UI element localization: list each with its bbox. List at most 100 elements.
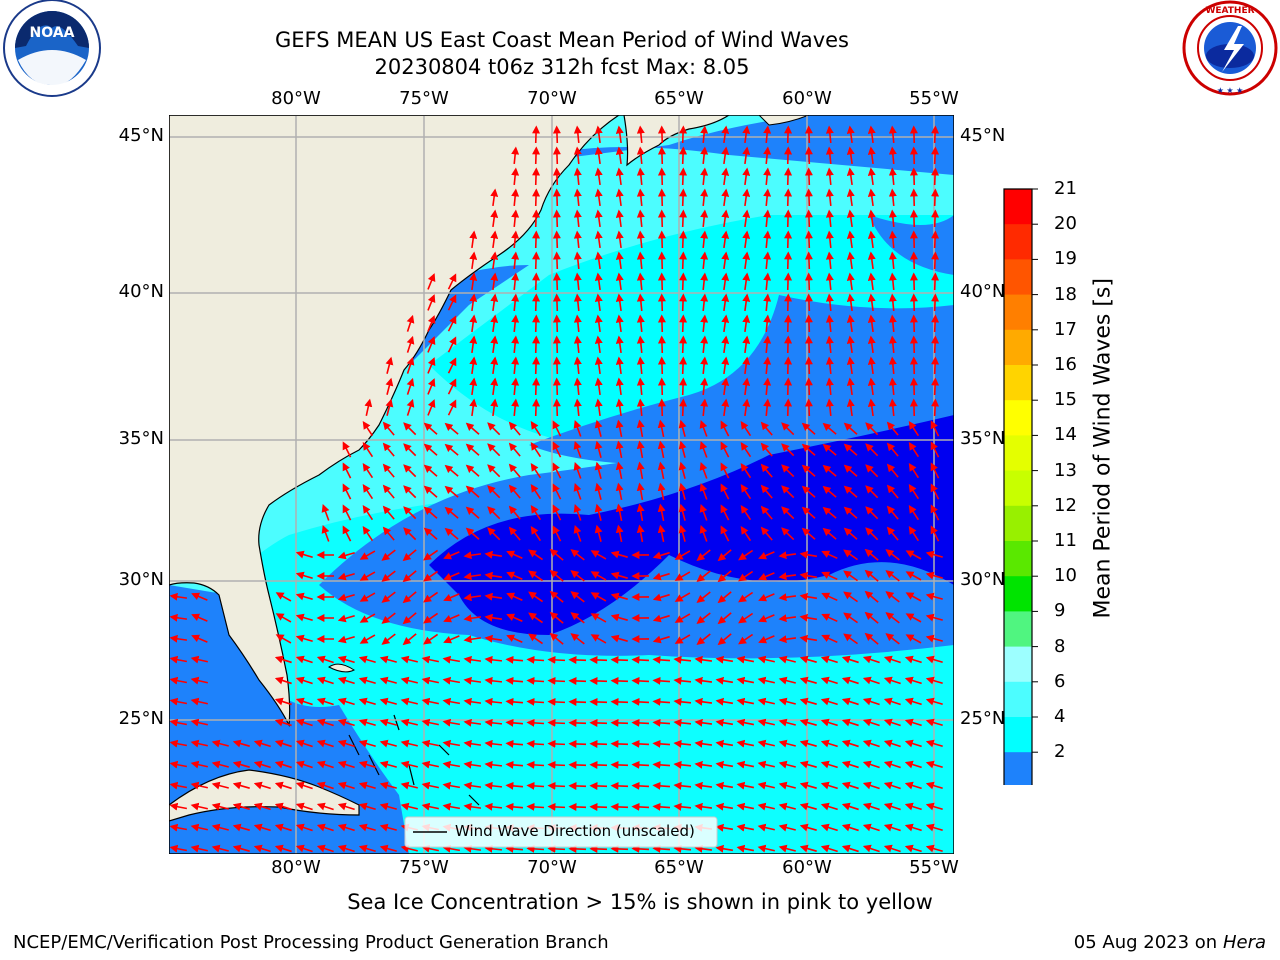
wave-direction-arrow bbox=[867, 314, 876, 333]
wave-direction-arrow bbox=[843, 443, 858, 456]
wave-direction-arrow bbox=[673, 718, 692, 727]
wave-direction-arrow bbox=[465, 422, 480, 435]
wave-direction-arrow bbox=[763, 230, 772, 249]
wave-direction-arrow bbox=[484, 760, 503, 769]
wave-direction-arrow bbox=[888, 230, 897, 249]
wave-direction-arrow bbox=[758, 614, 775, 623]
wave-direction-arrow bbox=[444, 464, 459, 477]
wave-direction-arrow bbox=[594, 272, 603, 291]
wave-direction-arrow bbox=[295, 676, 313, 685]
wave-direction-arrow bbox=[589, 781, 608, 790]
wave-direction-arrow bbox=[679, 167, 688, 186]
wave-direction-arrow bbox=[636, 188, 645, 207]
wave-direction-arrow bbox=[736, 823, 755, 832]
wave-direction-arrow bbox=[337, 697, 355, 706]
wave-direction-arrow bbox=[720, 441, 730, 458]
wave-direction-arrow bbox=[799, 781, 817, 790]
wave-direction-arrow bbox=[443, 572, 460, 581]
wave-direction-arrow bbox=[758, 593, 775, 602]
wave-direction-arrow bbox=[904, 802, 922, 811]
wave-direction-arrow bbox=[447, 357, 457, 374]
wave-direction-arrow bbox=[316, 823, 334, 832]
wave-direction-arrow bbox=[490, 377, 499, 396]
wave-direction-arrow bbox=[763, 272, 772, 291]
wave-direction-arrow bbox=[615, 461, 624, 480]
wave-direction-arrow bbox=[720, 462, 730, 479]
wave-direction-arrow bbox=[763, 398, 772, 417]
wave-direction-arrow bbox=[636, 230, 645, 249]
wave-direction-arrow bbox=[717, 591, 732, 604]
wave-direction-arrow bbox=[573, 461, 582, 479]
colorbar-tick-label: 16 bbox=[1054, 354, 1077, 375]
wave-direction-arrow bbox=[337, 572, 355, 581]
wave-direction-arrow bbox=[931, 272, 940, 291]
wave-direction-arrow bbox=[443, 614, 460, 623]
wave-direction-arrow bbox=[931, 230, 940, 249]
wave-direction-arrow bbox=[505, 718, 524, 727]
wave-direction-arrow bbox=[526, 676, 545, 685]
wave-direction-arrow bbox=[778, 739, 796, 748]
wave-direction-arrow bbox=[799, 697, 817, 706]
wave-direction-arrow bbox=[778, 697, 796, 706]
wave-direction-arrow bbox=[275, 613, 292, 623]
wave-direction-arrow bbox=[530, 441, 542, 458]
wave-direction-arrow bbox=[864, 590, 879, 603]
wave-direction-arrow bbox=[740, 463, 752, 479]
wave-direction-arrow bbox=[657, 482, 666, 501]
wave-direction-arrow bbox=[337, 593, 355, 602]
wave-direction-arrow bbox=[883, 781, 901, 790]
wave-direction-arrow bbox=[505, 760, 524, 769]
wave-direction-arrow bbox=[804, 314, 813, 333]
wave-direction-arrow bbox=[465, 506, 480, 519]
wave-direction-arrow bbox=[784, 230, 793, 249]
wave-direction-arrow bbox=[784, 125, 793, 144]
legend-label: Wind Wave Direction (unscaled) bbox=[455, 822, 695, 840]
wave-direction-arrow bbox=[423, 591, 439, 603]
wave-direction-arrow bbox=[295, 718, 313, 727]
wave-direction-arrow bbox=[825, 314, 834, 333]
wave-direction-arrow bbox=[402, 570, 417, 583]
wave-direction-arrow bbox=[631, 760, 650, 769]
wave-direction-arrow bbox=[804, 335, 813, 354]
wave-direction-arrow bbox=[885, 612, 900, 624]
wave-direction-arrow bbox=[547, 655, 566, 664]
wave-direction-arrow bbox=[506, 592, 523, 601]
wave-direction-arrow bbox=[652, 718, 671, 727]
wave-direction-arrow bbox=[427, 336, 436, 353]
wave-direction-arrow bbox=[490, 314, 499, 333]
wave-direction-arrow bbox=[841, 655, 859, 664]
wave-direction-arrow bbox=[316, 655, 334, 664]
wave-direction-arrow bbox=[511, 209, 520, 228]
wave-direction-arrow bbox=[447, 336, 457, 353]
wave-direction-arrow bbox=[423, 485, 438, 498]
wave-direction-arrow bbox=[652, 635, 670, 644]
wave-direction-arrow bbox=[778, 635, 797, 644]
wave-direction-arrow bbox=[736, 802, 755, 811]
lon-label-bottom: 65°W bbox=[654, 857, 704, 878]
wave-direction-arrow bbox=[905, 592, 922, 602]
wave-direction-arrow bbox=[169, 844, 188, 853]
wave-direction-arrow bbox=[888, 272, 897, 291]
wave-direction-arrow bbox=[757, 676, 775, 685]
wave-direction-arrow bbox=[443, 635, 460, 644]
wave-direction-arrow bbox=[573, 314, 582, 333]
wave-direction-arrow bbox=[784, 335, 793, 354]
colorbar-tick-label: 10 bbox=[1054, 565, 1077, 587]
wave-direction-arrow bbox=[862, 823, 880, 832]
wave-direction-arrow bbox=[342, 525, 352, 542]
wave-direction-arrow bbox=[694, 781, 713, 790]
wave-direction-arrow bbox=[825, 377, 834, 396]
wave-direction-arrow bbox=[799, 550, 818, 559]
wave-direction-arrow bbox=[547, 676, 566, 685]
wave-direction-arrow bbox=[362, 441, 374, 458]
wave-direction-arrow bbox=[275, 592, 292, 602]
wave-direction-arrow bbox=[930, 483, 940, 500]
wave-direction-arrow bbox=[364, 398, 373, 416]
wave-direction-arrow bbox=[549, 590, 564, 603]
wave-direction-arrow bbox=[631, 802, 650, 811]
wave-direction-arrow bbox=[594, 146, 603, 165]
wave-direction-arrow bbox=[615, 524, 624, 543]
wave-direction-arrow bbox=[804, 293, 813, 312]
wave-direction-arrow bbox=[568, 844, 587, 853]
wave-direction-arrow bbox=[778, 802, 796, 811]
